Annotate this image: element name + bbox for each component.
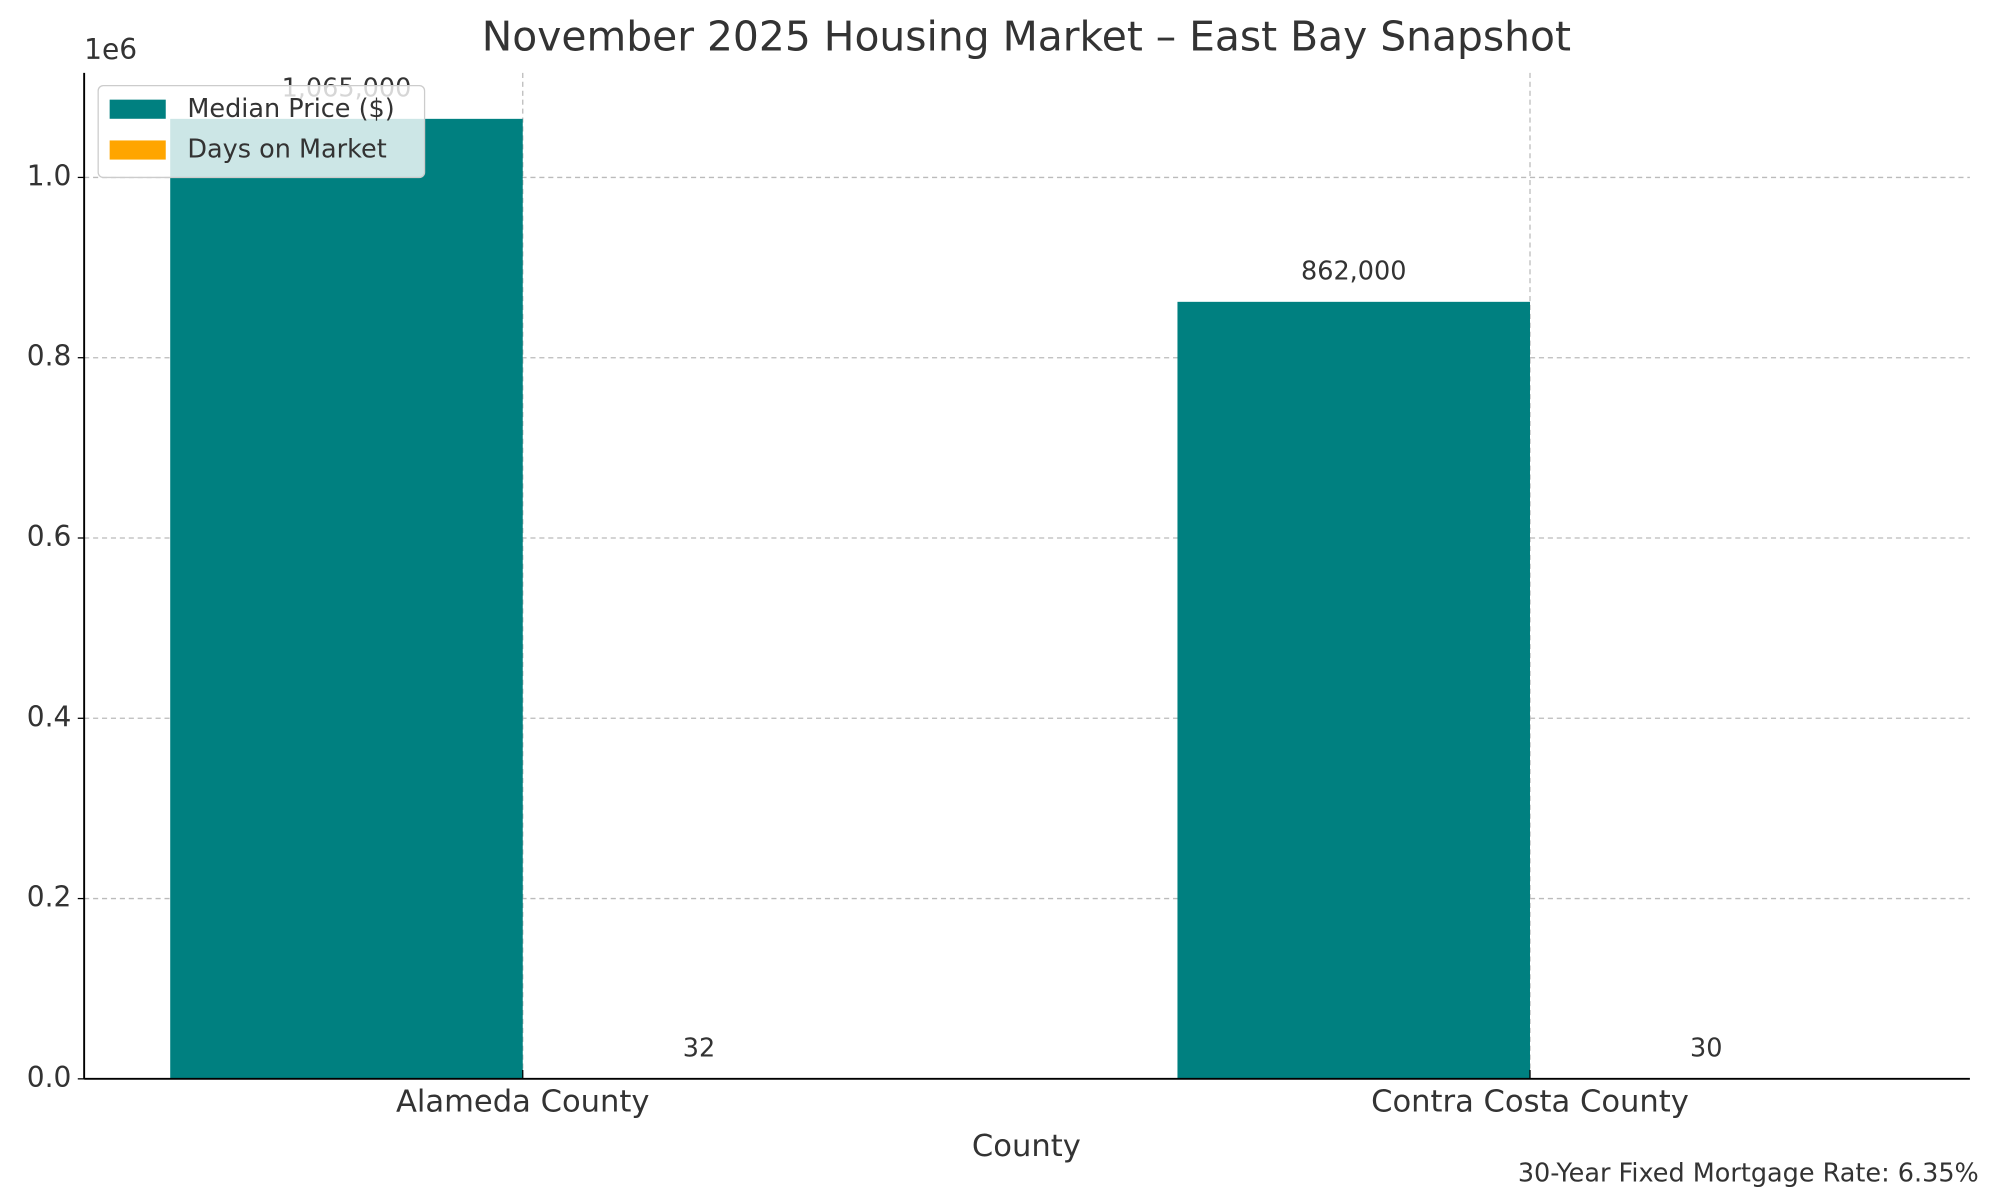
x-tick-label: Contra Costa County (1371, 1085, 1689, 1120)
y-offset-label: 1e6 (84, 33, 137, 66)
y-tick-label: 1.0 (27, 159, 72, 192)
bar (170, 118, 523, 1079)
legend-box (97, 84, 426, 179)
legend-label: Median Price ($) (187, 94, 394, 124)
annotation: 30-Year Fixed Mortgage Rate: 6.35% (1518, 1158, 1979, 1188)
legend-label: Days on Market (187, 135, 386, 165)
x-axis-label: County (972, 1129, 1081, 1164)
chart-title: November 2025 Housing Market – East Bay … (482, 13, 1571, 61)
y-tick-label: 0.0 (27, 1061, 72, 1094)
x-tick-label: Alameda County (396, 1085, 650, 1120)
y-tick-label: 0.6 (27, 520, 72, 553)
y-tick-label: 0.2 (27, 881, 72, 914)
legend-swatch (109, 140, 166, 160)
value-label: 30 (1690, 1033, 1722, 1063)
bar (1177, 301, 1530, 1079)
value-label: 862,000 (1301, 257, 1406, 287)
legend-swatch (109, 99, 166, 119)
y-tick-label: 0.4 (27, 700, 72, 733)
value-label: 32 (683, 1033, 715, 1063)
y-tick-label: 0.8 (27, 340, 72, 373)
